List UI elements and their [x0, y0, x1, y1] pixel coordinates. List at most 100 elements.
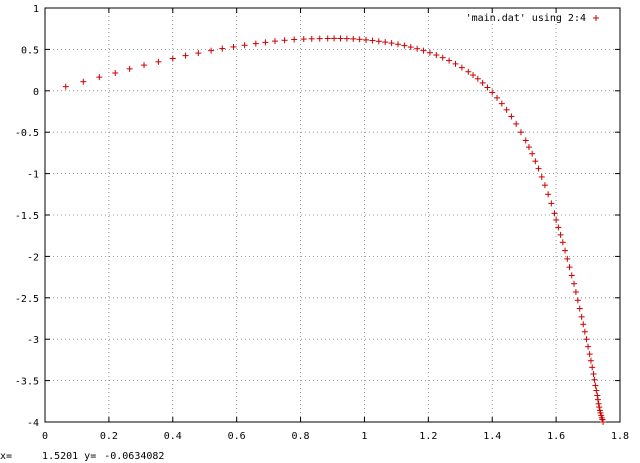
y-tick-label: -2 — [27, 252, 39, 263]
data-point — [564, 255, 571, 262]
y-tick-label: 0 — [33, 87, 39, 98]
data-point — [155, 58, 162, 65]
data-point — [580, 321, 587, 328]
data-point — [562, 247, 569, 254]
data-point — [548, 200, 555, 207]
data-point — [262, 39, 269, 46]
data-point — [559, 239, 566, 246]
data-point — [272, 38, 278, 45]
y-axis-ticks: 1 0.5 0 -0.5 -1 -1.5 -2 -2.5 -3 -3.5 -4 — [15, 4, 620, 429]
data-point — [522, 137, 529, 144]
x-tick-label: 1 — [361, 431, 367, 442]
data-point — [375, 38, 382, 45]
status-bar: x= 1.5201 y= -0.0634082 — [0, 450, 640, 463]
x-axis-ticks: 0 0.2 0.4 0.6 0.8 1 1.2 1.4 1.6 1.8 — [42, 8, 629, 442]
data-point — [169, 55, 176, 62]
data-point — [494, 94, 501, 101]
y-tick-label: 0.5 — [21, 45, 39, 56]
y-tick-label: -3 — [27, 335, 39, 346]
data-point — [568, 272, 575, 279]
data-point — [574, 297, 581, 304]
data-point — [300, 36, 307, 43]
x-tick-label: 0.2 — [100, 431, 118, 442]
data-point — [350, 35, 357, 42]
status-y-value: -0.0634082 — [104, 451, 165, 462]
status-x-label: x= — [0, 451, 13, 462]
data-point — [489, 89, 496, 96]
data-point — [586, 351, 593, 358]
legend-marker — [593, 15, 599, 21]
y-tick-label: -4 — [27, 418, 39, 429]
data-point — [587, 357, 594, 364]
data-point — [571, 280, 577, 287]
data-point — [553, 216, 560, 223]
data-point — [555, 224, 562, 231]
data-point — [80, 78, 87, 85]
data-point — [576, 305, 583, 312]
data-point — [182, 52, 189, 59]
data-point — [420, 47, 427, 54]
data-point — [525, 144, 532, 151]
data-point — [581, 328, 588, 335]
data-point — [337, 35, 344, 42]
y-tick-label: 1 — [33, 4, 39, 15]
data-point — [474, 75, 481, 82]
data-point — [589, 364, 596, 371]
data-point — [529, 150, 536, 157]
data-point — [538, 173, 545, 180]
data-point — [541, 182, 548, 189]
data-point — [545, 191, 552, 198]
status-y-label: y= — [84, 451, 97, 462]
data-point — [308, 35, 315, 42]
data-point — [401, 42, 408, 49]
data-point — [343, 35, 350, 42]
x-tick-label: 0.4 — [164, 431, 182, 442]
data-point — [382, 39, 389, 46]
series-points — [62, 35, 607, 425]
x-tick-label: 1.6 — [547, 431, 565, 442]
data-point — [407, 44, 414, 51]
data-point — [291, 36, 298, 43]
data-point — [513, 120, 520, 127]
data-point — [465, 68, 472, 75]
data-point — [230, 43, 237, 50]
data-point — [470, 72, 477, 79]
data-point — [498, 100, 505, 107]
data-point — [426, 49, 433, 56]
data-point — [252, 40, 259, 47]
data-point — [394, 41, 401, 48]
data-point — [557, 231, 564, 238]
data-point — [585, 343, 592, 350]
data-point — [433, 52, 440, 59]
y-tick-label: -2.5 — [15, 294, 39, 305]
x-tick-label: 0 — [42, 431, 48, 442]
data-point — [446, 57, 453, 64]
data-point — [281, 37, 288, 44]
grid-lines — [45, 8, 620, 422]
data-point — [96, 74, 103, 81]
x-tick-label: 1.2 — [419, 431, 437, 442]
data-point — [593, 387, 600, 394]
data-point — [369, 37, 376, 44]
y-tick-label: -1.5 — [15, 211, 39, 222]
data-point — [324, 35, 331, 42]
data-point — [551, 210, 558, 217]
data-point — [331, 35, 338, 42]
data-point — [592, 382, 599, 389]
data-point — [590, 370, 597, 377]
x-tick-label: 1.4 — [483, 431, 501, 442]
data-point — [517, 129, 524, 136]
data-point — [241, 42, 248, 49]
data-point — [388, 40, 395, 47]
data-point — [484, 84, 491, 91]
x-tick-label: 1.8 — [611, 431, 629, 442]
data-point — [141, 62, 148, 69]
data-point — [594, 396, 601, 403]
data-point — [479, 79, 486, 86]
data-point — [503, 106, 510, 113]
data-point — [595, 400, 602, 407]
status-x-value: 1.5201 — [42, 451, 79, 462]
data-point — [112, 69, 119, 76]
